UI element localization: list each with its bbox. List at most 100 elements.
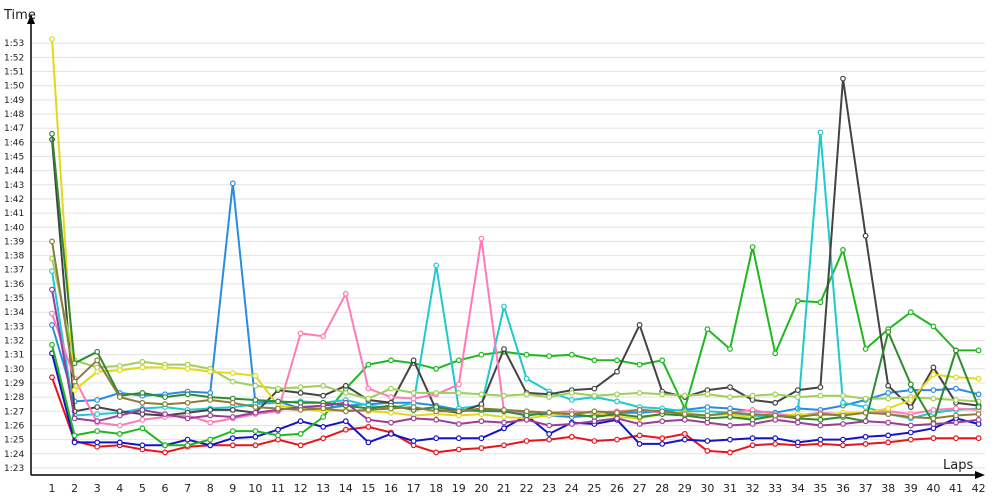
- data-point: [207, 419, 214, 426]
- data-point: [320, 333, 327, 340]
- data-point: [907, 436, 914, 443]
- data-point: [636, 414, 643, 420]
- data-point: [749, 411, 756, 418]
- data-point: [49, 130, 55, 137]
- data-point: [478, 405, 485, 412]
- x-axis-arrow-icon: [975, 471, 985, 479]
- data-point: [116, 431, 123, 437]
- data-point: [184, 399, 191, 406]
- y-tick-label: 1:32: [4, 337, 24, 347]
- data-point: [907, 414, 914, 420]
- x-tick-label: 17: [407, 482, 421, 495]
- data-point: [365, 416, 372, 423]
- data-point: [614, 415, 620, 422]
- data-point: [636, 407, 643, 413]
- data-point: [907, 381, 914, 388]
- x-tick-label: 10: [248, 482, 262, 495]
- data-point: [907, 404, 914, 411]
- data-point: [681, 436, 688, 443]
- data-point: [71, 378, 78, 385]
- data-point: [275, 398, 281, 405]
- data-point: [636, 432, 643, 439]
- data-point: [975, 347, 982, 354]
- data-point: [501, 392, 507, 399]
- x-tick-label: 42: [972, 482, 986, 495]
- y-tick-label: 1:23: [4, 464, 24, 474]
- data-point: [49, 322, 55, 328]
- data-point: [71, 415, 78, 422]
- data-point: [975, 416, 982, 423]
- data-point: [94, 348, 101, 355]
- data-point: [749, 442, 756, 449]
- data-point: [704, 391, 711, 398]
- data-point: [410, 404, 417, 411]
- x-tick-label: 14: [339, 482, 353, 495]
- data-point: [840, 436, 846, 443]
- data-point: [297, 442, 304, 449]
- data-point: [885, 432, 892, 439]
- data-point: [49, 374, 55, 381]
- data-point: [930, 371, 937, 378]
- data-point: [614, 398, 620, 405]
- data-point: [840, 399, 846, 406]
- data-point: [229, 399, 236, 406]
- data-point: [817, 411, 824, 418]
- data-point: [727, 394, 733, 401]
- data-point: [568, 421, 575, 427]
- data-point: [704, 419, 711, 426]
- y-tick-label: 1:29: [4, 379, 24, 389]
- data-point: [568, 433, 575, 440]
- data-point: [636, 421, 643, 427]
- x-tick-label: 30: [700, 482, 714, 495]
- data-point: [433, 449, 440, 456]
- data-point: [162, 364, 168, 371]
- data-point: [94, 368, 101, 375]
- y-tick-label: 1:25: [4, 436, 24, 446]
- data-point: [388, 419, 394, 426]
- data-point: [681, 392, 688, 399]
- data-point: [862, 433, 869, 440]
- data-point: [975, 404, 982, 411]
- data-point: [862, 418, 869, 425]
- data-point: [591, 418, 598, 425]
- data-point: [229, 428, 236, 435]
- data-point: [455, 408, 462, 415]
- data-point: [342, 290, 349, 297]
- data-point: [885, 390, 892, 396]
- data-point: [342, 382, 349, 389]
- data-point: [139, 425, 146, 432]
- data-point: [410, 415, 417, 422]
- data-point: [817, 392, 824, 399]
- data-point: [546, 394, 553, 401]
- data-point: [184, 391, 191, 398]
- data-point: [252, 409, 259, 416]
- data-point: [930, 421, 937, 427]
- data-point: [591, 392, 598, 399]
- y-tick-label: 1:33: [4, 322, 24, 332]
- data-point: [49, 310, 55, 317]
- x-tick-label: 33: [768, 482, 782, 495]
- x-tick-label: 5: [139, 482, 146, 495]
- x-tick-label: 35: [813, 482, 827, 495]
- data-point: [116, 422, 123, 429]
- data-point: [953, 405, 959, 412]
- y-tick-label: 1:47: [4, 124, 24, 134]
- data-point: [636, 322, 643, 328]
- data-point: [71, 360, 78, 367]
- data-point: [297, 384, 304, 391]
- data-point: [207, 436, 214, 443]
- data-point: [297, 431, 304, 437]
- y-tick-label: 1:50: [4, 82, 24, 92]
- data-point: [614, 368, 620, 375]
- data-point: [478, 351, 485, 358]
- data-point: [862, 409, 869, 416]
- data-point: [930, 407, 937, 413]
- data-point: [229, 414, 236, 420]
- data-point: [794, 414, 801, 420]
- data-point: [953, 397, 959, 403]
- x-tick-label: 21: [497, 482, 511, 495]
- y-tick-label: 1:48: [4, 110, 24, 120]
- data-point: [591, 408, 598, 415]
- data-point: [94, 397, 101, 403]
- data-point: [523, 375, 530, 382]
